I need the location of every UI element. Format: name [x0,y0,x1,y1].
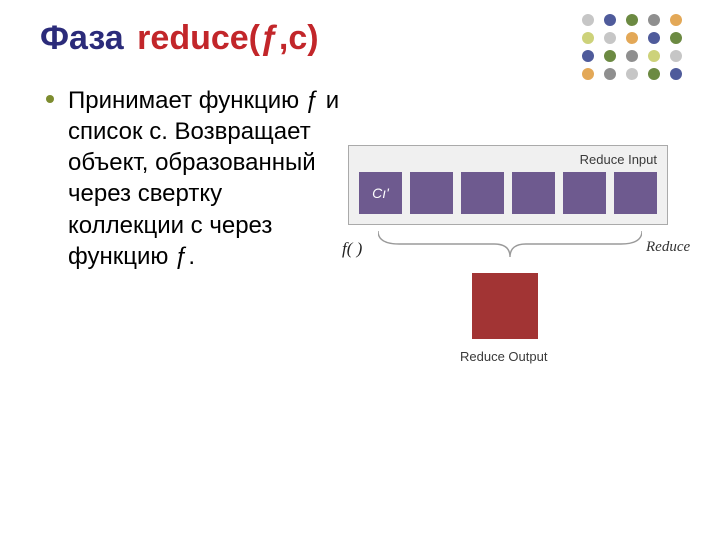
reduce-output-label: Reduce Output [460,349,547,364]
curly-brace-icon [378,231,642,257]
decor-dot [626,32,638,44]
decor-dot [648,68,660,80]
reduce-input-header: Reduce Input [580,152,657,167]
corner-decor-dots [582,14,692,94]
reduce-diagram: Reduce Input Cı' f( ) Reduce Reduce Outp… [348,145,684,405]
decor-dot [604,32,616,44]
reduce-input-panel: Reduce Input Cı' [348,145,668,225]
bullet-dot-icon [46,95,54,103]
slide: Фаза reduce(ƒ,c) Принимает функцию ƒ и с… [0,0,720,540]
reduce-input-cell [614,172,657,214]
decor-dot [582,32,594,44]
decor-dot [648,14,660,26]
decor-dot [648,50,660,62]
reduce-input-cells: Cı' [359,172,657,214]
reduce-input-cell [512,172,555,214]
title-part-2: reduce(ƒ,c) [137,19,318,57]
decor-dot [604,14,616,26]
reduce-input-cell [410,172,453,214]
decor-dot [582,50,594,62]
function-label: f( ) [342,239,362,259]
title-part-1: Фаза [40,19,124,57]
reduce-input-cell [563,172,606,214]
decor-dot [626,14,638,26]
reduce-input-cell [461,172,504,214]
decor-dot [670,14,682,26]
bullet-item: Принимает функцию ƒ и список c. Возвраща… [40,85,340,272]
decor-dot [670,32,682,44]
decor-dot [670,50,682,62]
decor-dot [604,50,616,62]
decor-dot [582,14,594,26]
reduce-step-label: Reduce [646,239,690,256]
decor-dot [626,50,638,62]
reduce-input-cell: Cı' [359,172,402,214]
decor-dot [648,32,660,44]
bullet-list: Принимает функцию ƒ и список c. Возвраща… [40,85,340,272]
decor-dot [626,68,638,80]
decor-dot [582,68,594,80]
decor-dot [604,68,616,80]
reduce-output-box [472,273,538,339]
bullet-text: Принимает функцию ƒ и список c. Возвраща… [68,87,339,270]
decor-dot [670,68,682,80]
